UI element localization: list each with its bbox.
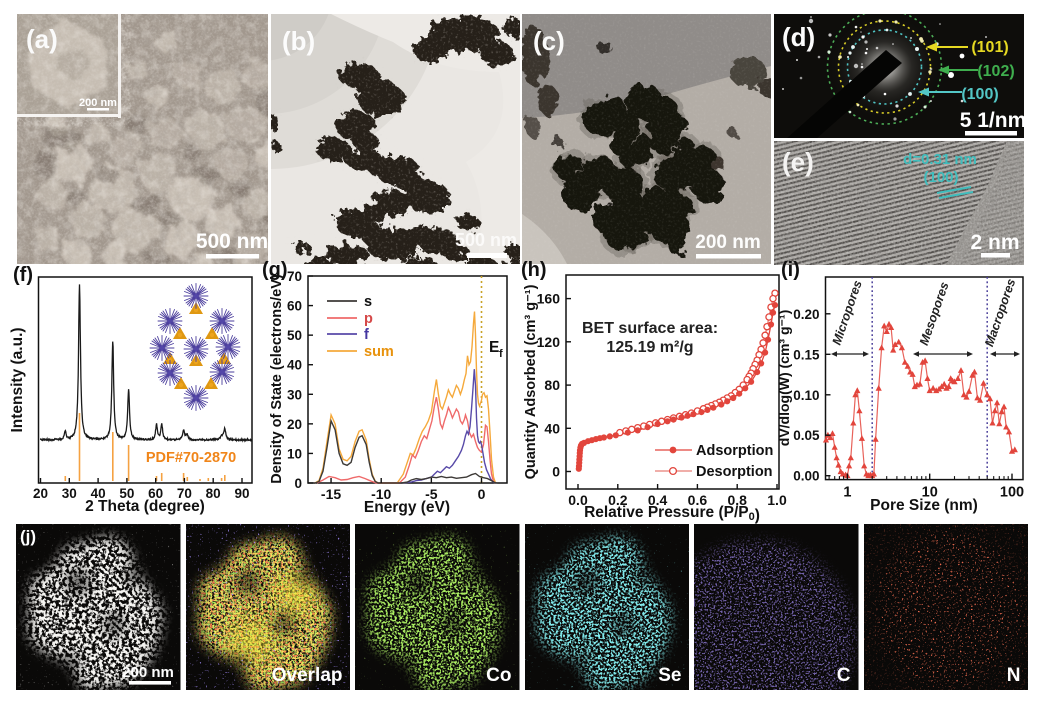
svg-text:N: N	[1006, 665, 1020, 686]
svg-text:(i): (i)	[781, 259, 800, 281]
svg-text:80: 80	[544, 377, 560, 393]
svg-text:5 1/nm: 5 1/nm	[959, 109, 1023, 132]
svg-text:sum: sum	[364, 344, 394, 360]
svg-text:Desorption: Desorption	[696, 464, 773, 480]
svg-text:60: 60	[287, 299, 302, 314]
svg-text:f: f	[364, 327, 369, 343]
svg-text:70: 70	[177, 486, 192, 501]
svg-text:(100): (100)	[923, 169, 958, 186]
svg-text:dV/dlog(W) (cm³ g⁻¹): dV/dlog(W) (cm³ g⁻¹)	[776, 310, 792, 446]
svg-text:70: 70	[287, 269, 302, 284]
svg-text:(g): (g)	[262, 259, 288, 281]
svg-text:50: 50	[119, 486, 134, 501]
svg-text:f: f	[499, 348, 503, 360]
svg-text:0: 0	[552, 464, 560, 480]
svg-text:125.19 m²/g: 125.19 m²/g	[606, 339, 693, 356]
svg-text:(b): (b)	[282, 26, 315, 56]
svg-text:40: 40	[544, 420, 560, 436]
svg-text:Co: Co	[486, 665, 511, 686]
svg-text:(j): (j)	[20, 527, 36, 546]
svg-text:0.0: 0.0	[568, 492, 588, 508]
svg-text:10: 10	[287, 446, 302, 461]
svg-text:Relative Pressure (P/P0): Relative Pressure (P/P0)	[584, 504, 760, 524]
svg-text:Energy (eV): Energy (eV)	[364, 499, 450, 516]
svg-text:0.00: 0.00	[793, 469, 819, 484]
svg-text:500 nm: 500 nm	[196, 230, 268, 253]
svg-text:200 nm: 200 nm	[122, 664, 174, 681]
svg-text:Pore Size (nm): Pore Size (nm)	[870, 497, 978, 514]
svg-text:-10: -10	[371, 486, 391, 502]
svg-text:(c): (c)	[533, 26, 565, 56]
svg-text:Density of State (electrons/eV: Density of State (electrons/eV)	[269, 274, 285, 484]
svg-text:0.05: 0.05	[793, 428, 820, 443]
svg-text:Overlap: Overlap	[271, 665, 342, 686]
svg-text:(f): (f)	[13, 264, 33, 286]
svg-text:C: C	[837, 665, 851, 686]
svg-text:0.2: 0.2	[608, 492, 628, 508]
svg-text:50: 50	[287, 328, 302, 343]
svg-text:0.8: 0.8	[727, 492, 747, 508]
svg-text:(100): (100)	[961, 86, 998, 103]
svg-text:(h): (h)	[521, 259, 547, 281]
svg-text:20: 20	[33, 486, 48, 501]
svg-text:2 Theta (degree): 2 Theta (degree)	[85, 498, 205, 515]
svg-text:40: 40	[287, 358, 302, 373]
svg-text:0: 0	[294, 476, 302, 491]
svg-text:(101): (101)	[971, 39, 1008, 56]
svg-text:200 nm: 200 nm	[695, 232, 760, 253]
svg-text:1: 1	[843, 485, 851, 501]
svg-text:30: 30	[287, 387, 302, 402]
svg-text:Quantity Adsorbed (cm³ g⁻¹): Quantity Adsorbed (cm³ g⁻¹)	[523, 284, 539, 479]
svg-text:90: 90	[234, 486, 249, 501]
svg-text:30: 30	[62, 486, 77, 501]
svg-text:20: 20	[287, 417, 302, 432]
svg-text:Se: Se	[658, 665, 681, 686]
svg-text:0.20: 0.20	[793, 307, 819, 322]
svg-text:1.0: 1.0	[767, 492, 787, 508]
svg-text:40: 40	[91, 486, 106, 501]
svg-text:PDF#70-2870: PDF#70-2870	[146, 450, 236, 466]
svg-text:(d): (d)	[782, 22, 815, 52]
svg-text:s: s	[364, 294, 372, 310]
svg-text:160: 160	[537, 291, 561, 307]
svg-text:120: 120	[537, 334, 561, 350]
svg-text:(102): (102)	[977, 63, 1014, 80]
svg-text:BET surface area:: BET surface area:	[582, 320, 718, 337]
svg-text:-5: -5	[425, 486, 438, 502]
svg-text:E: E	[489, 339, 499, 356]
svg-text:0.6: 0.6	[688, 492, 708, 508]
svg-text:0.15: 0.15	[793, 347, 820, 362]
svg-text:80: 80	[206, 486, 221, 501]
svg-text:Intensity (a.u.): Intensity (a.u.)	[9, 327, 26, 432]
svg-text:Adsorption: Adsorption	[696, 443, 773, 459]
svg-text:0.10: 0.10	[793, 388, 819, 403]
svg-text:200 nm: 200 nm	[79, 97, 117, 109]
svg-text:2 nm: 2 nm	[970, 231, 1019, 254]
svg-text:-15: -15	[321, 486, 341, 502]
svg-text:0: 0	[478, 486, 486, 502]
svg-text:d=0.31 nm: d=0.31 nm	[903, 151, 977, 168]
svg-text:60: 60	[148, 486, 163, 501]
svg-text:0.4: 0.4	[648, 492, 668, 508]
svg-text:p: p	[364, 311, 373, 327]
svg-text:500 nm: 500 nm	[454, 230, 516, 250]
svg-text:100: 100	[1000, 485, 1024, 501]
svg-text:10: 10	[922, 485, 938, 501]
svg-text:(a): (a)	[26, 24, 58, 54]
svg-text:(e): (e)	[782, 147, 814, 177]
